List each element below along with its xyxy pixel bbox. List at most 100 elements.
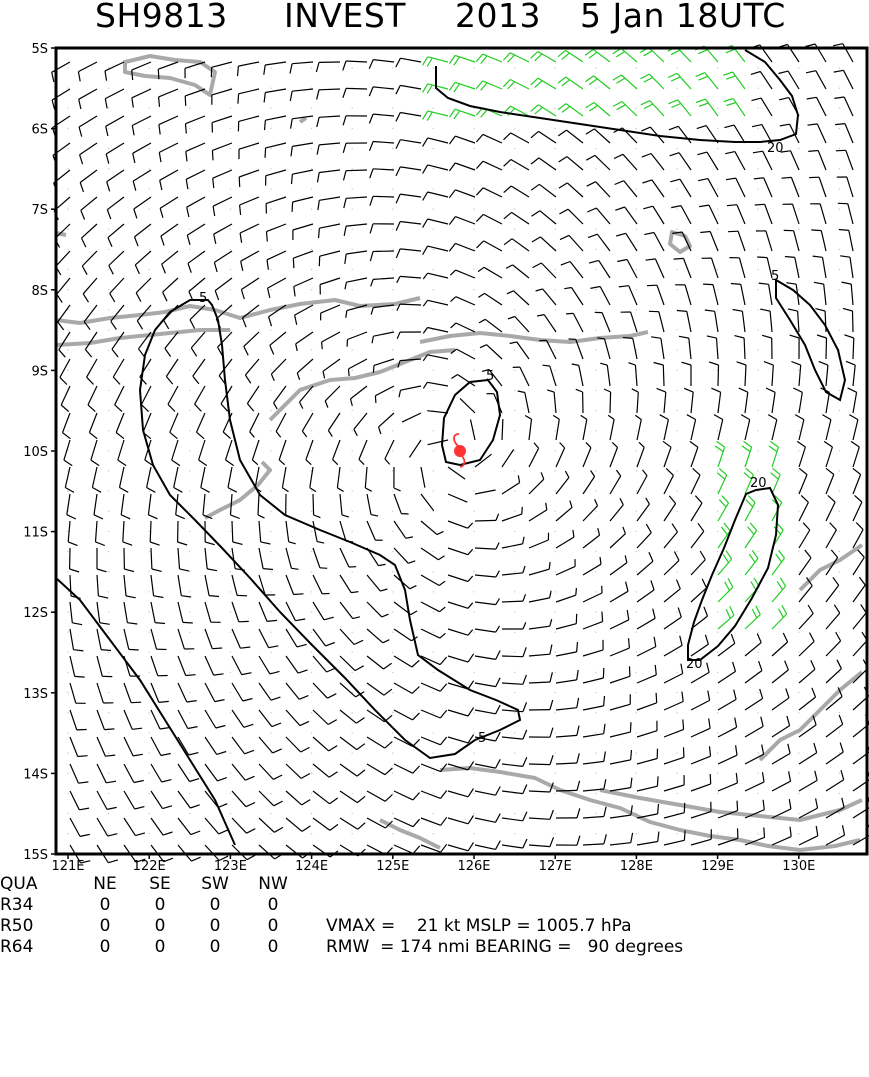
barb-feather	[522, 507, 523, 514]
wind-barb	[772, 781, 791, 791]
barb-feather	[608, 415, 614, 419]
barb-feather	[294, 287, 295, 297]
barb-feather	[824, 441, 832, 447]
barb-feather	[158, 69, 159, 79]
wind-barb	[141, 386, 151, 405]
barb-feather	[231, 515, 240, 519]
barb-feather	[725, 582, 730, 591]
barb-feather	[365, 488, 371, 491]
wind-barb	[529, 818, 550, 819]
barb-feather	[437, 531, 444, 534]
barb-feather	[559, 183, 568, 188]
wind-barb	[346, 224, 367, 226]
cell-value: 0	[143, 916, 177, 936]
barb-feather	[193, 376, 199, 384]
barb-feather	[550, 672, 552, 682]
wind-barb	[215, 278, 232, 291]
wind-barb	[826, 447, 832, 467]
barb-feather	[174, 488, 183, 493]
wind-barb	[448, 710, 468, 716]
wind-barb	[529, 654, 550, 656]
wind-barb	[239, 116, 259, 121]
island-coast	[125, 56, 215, 95]
barb-feather	[760, 689, 763, 699]
wind-barb	[213, 197, 232, 206]
wind-barb	[502, 791, 523, 794]
wind-barb	[238, 62, 259, 66]
wind-barb	[664, 757, 684, 764]
wind-barb	[594, 103, 610, 117]
barb-feather	[375, 396, 376, 403]
barb-feather	[642, 154, 651, 158]
barb-feather	[87, 377, 94, 384]
wind-barb	[745, 726, 763, 737]
wind-barb	[708, 179, 718, 197]
barb-feather	[413, 793, 420, 800]
wind-barb	[502, 450, 514, 468]
wind-barb	[124, 764, 134, 783]
wind-barb	[529, 569, 549, 575]
barb-feather	[848, 388, 857, 392]
wind-barb	[259, 629, 269, 648]
barb-feather	[646, 524, 651, 533]
barb-feather	[789, 771, 791, 781]
wind-barb	[846, 150, 853, 170]
barb-feather	[413, 846, 420, 854]
wind-barb	[515, 317, 529, 333]
barb-feather	[752, 125, 762, 127]
barb-feather	[588, 234, 597, 237]
wind-barb	[567, 157, 583, 170]
wind-barb	[59, 332, 70, 350]
wind-barb	[151, 548, 152, 569]
barb-feather	[715, 446, 723, 452]
barb-feather	[531, 78, 538, 85]
wind-barb	[637, 675, 656, 683]
barb-feather	[152, 569, 162, 571]
wind-barb	[448, 818, 468, 824]
wind-barb	[733, 99, 745, 116]
barb-feather	[449, 243, 455, 251]
barb-feather	[183, 622, 193, 623]
barb-feather	[423, 84, 428, 93]
wind-barb	[428, 219, 448, 224]
barb-feather	[836, 632, 841, 641]
wind-barb	[259, 521, 261, 542]
wind-barb	[259, 656, 270, 674]
barb-feather	[427, 58, 432, 67]
wind-barb	[87, 359, 97, 377]
wind-barb	[818, 151, 826, 171]
wind-barb	[610, 620, 629, 629]
barb-feather	[496, 787, 501, 796]
barb-feather	[423, 165, 428, 174]
wind-barb	[569, 235, 583, 251]
barb-feather	[735, 336, 745, 338]
barb-feather	[293, 258, 294, 268]
barb-feather	[85, 350, 91, 358]
barb-feather	[710, 774, 711, 784]
barb-feather	[711, 388, 720, 392]
barb-feather	[604, 724, 605, 734]
barb-feather	[226, 460, 234, 466]
wind-barb	[502, 483, 520, 494]
wind-barb	[626, 233, 637, 251]
barb-feather	[61, 405, 68, 412]
wind-barb	[691, 700, 710, 710]
wind-barb	[602, 313, 610, 332]
wind-barb	[232, 845, 247, 860]
barb-feather	[359, 459, 364, 464]
barb-feather	[731, 634, 735, 643]
wind-barb	[664, 560, 679, 575]
wind-barb	[212, 62, 232, 67]
barb-feather	[274, 827, 283, 832]
barb-feather	[82, 266, 87, 275]
header-nw: NW	[256, 874, 290, 894]
barb-feather	[668, 73, 677, 77]
barb-feather	[438, 556, 444, 560]
lon-label: 126E	[457, 859, 490, 874]
wind-barb	[664, 475, 673, 494]
wind-barb	[529, 598, 550, 602]
wind-barb	[106, 116, 124, 126]
wind-barb	[566, 50, 584, 62]
wind-barb	[637, 647, 656, 656]
barb-feather	[577, 753, 579, 763]
